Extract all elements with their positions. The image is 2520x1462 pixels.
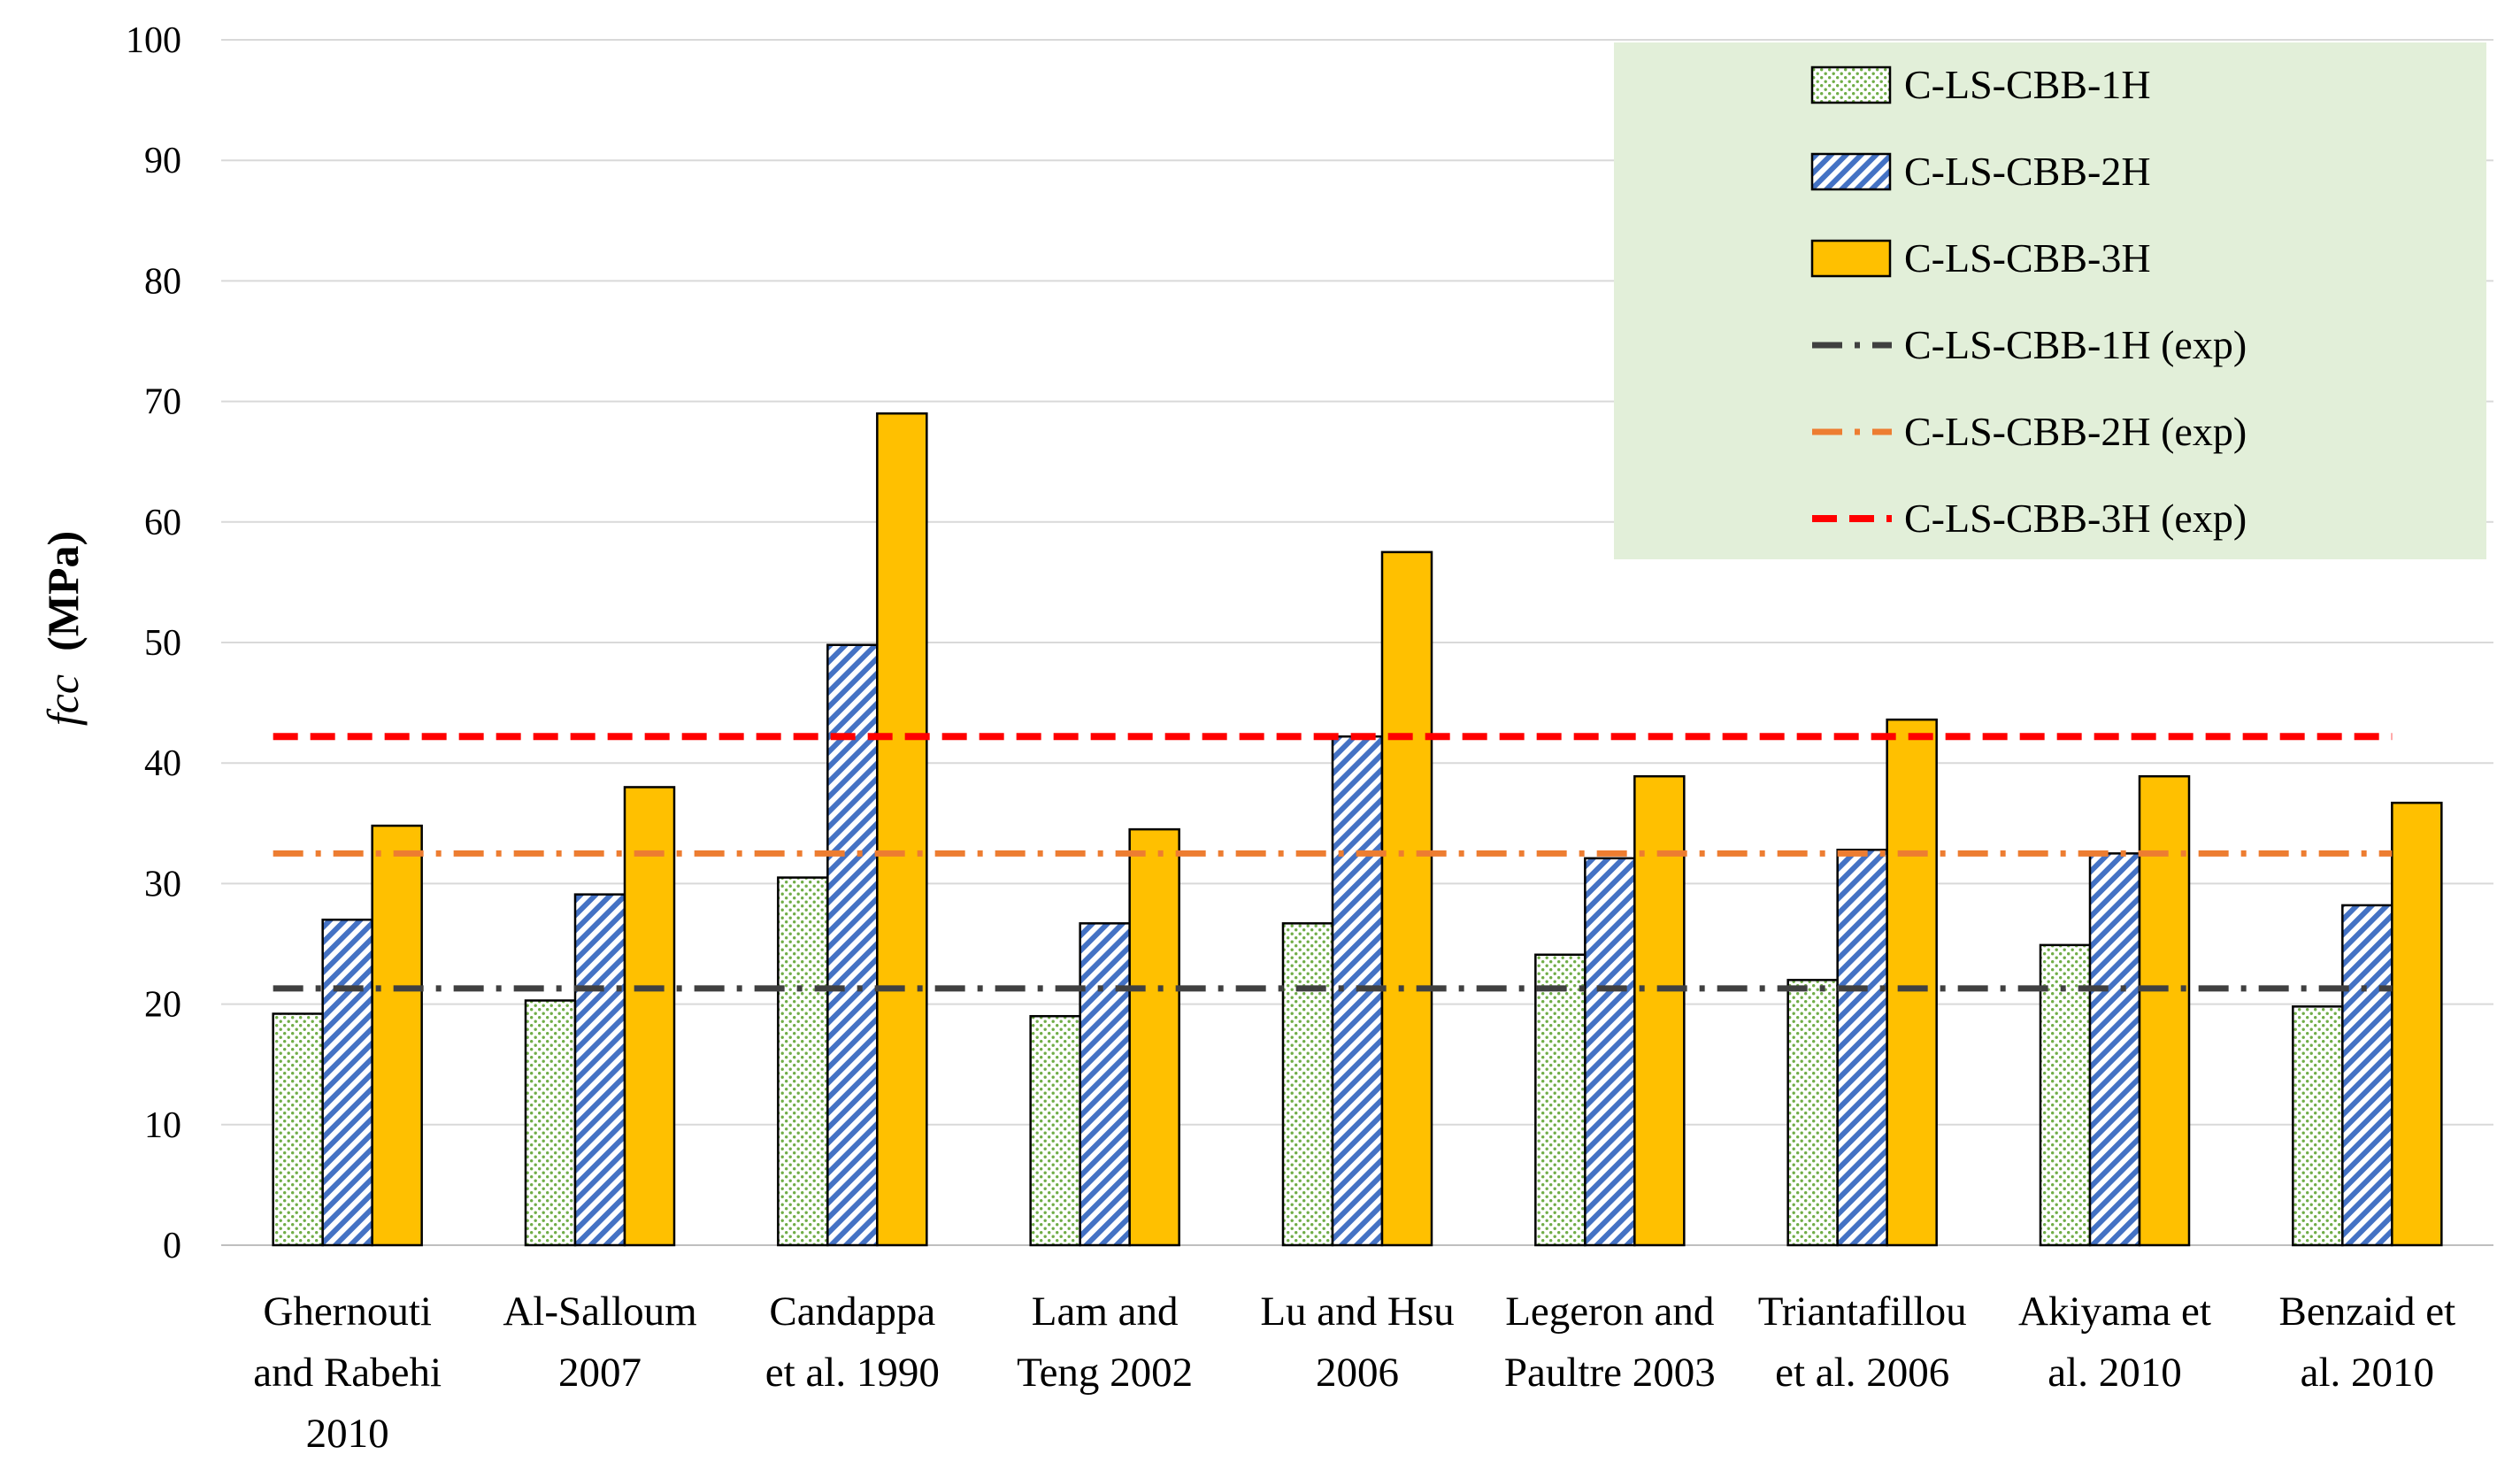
bar-c-ls-cbb-1h-6	[1786, 979, 1839, 1247]
legend-label-0: C-LS-CBB-1H	[1904, 62, 2151, 107]
y-tick-label-50: 50	[144, 623, 181, 664]
y-tick-label-90: 90	[144, 141, 181, 181]
bar-c-ls-cbb-2h-8	[2341, 904, 2393, 1247]
x-category-label-8-line-0: Benzaid et	[2278, 1289, 2455, 1335]
bar-c-ls-cbb-3h-2	[876, 412, 928, 1247]
bar-c-ls-cbb-1h-8	[2292, 1005, 2344, 1247]
y-tick-label-20: 20	[144, 985, 181, 1026]
x-category-label-0-line-0: Ghernouti	[263, 1289, 432, 1335]
bar-c-ls-cbb-3h-7	[2138, 774, 2191, 1247]
x-category-label-0-line-1: and Rabehi	[253, 1350, 442, 1396]
y-tick-label-60: 60	[144, 503, 181, 543]
bar-c-ls-cbb-1h-3	[1029, 1014, 1081, 1247]
bar-c-ls-cbb-3h-8	[2391, 801, 2443, 1247]
bar-c-ls-cbb-1h-2	[777, 876, 829, 1247]
bar-c-ls-cbb-2h-1	[573, 893, 626, 1247]
x-category-label-8-line-1: al. 2010	[2301, 1350, 2434, 1396]
legend-label-4: C-LS-CBB-2H (exp)	[1904, 409, 2247, 454]
y-tick-label-30: 30	[144, 864, 181, 904]
x-category-label-0-line-2: 2010	[306, 1411, 389, 1457]
y-tick-label-70: 70	[144, 382, 181, 423]
y-axis-title-symbol: fcc	[38, 674, 88, 726]
bar-c-ls-cbb-3h-1	[623, 786, 676, 1247]
x-category-label-6-line-0: Triantafillou	[1758, 1289, 1967, 1335]
x-category-label-7-line-0: Akiyama et	[2018, 1289, 2211, 1335]
y-tick-label-80: 80	[144, 261, 181, 302]
y-axis-title: fcc (MPa)	[38, 531, 88, 726]
bar-c-ls-cbb-3h-0	[371, 824, 423, 1247]
bar-c-ls-cbb-2h-6	[1836, 849, 1888, 1247]
x-axis-category-labels: Ghernouti and Rabehi 2010 Al-Salloum 2007 Can…	[253, 1289, 2455, 1457]
legend-label-5: C-LS-CBB-3H (exp)	[1904, 496, 2247, 541]
y-axis-ticks: 0 10 20 30 40 50 60 70 80 90 100	[126, 20, 181, 1266]
y-axis-title-unit: (MPa)	[38, 531, 88, 651]
x-category-label-5-line-1: Paultre 2003	[1504, 1350, 1716, 1396]
x-category-label-2-line-1: et al. 1990	[765, 1350, 940, 1396]
x-category-label-1-line-1: 2007	[558, 1350, 642, 1396]
x-category-label-5-line-0: Legeron and	[1505, 1289, 1714, 1335]
y-axis-title-text: fcc (MPa)	[38, 531, 88, 726]
x-category-label-6-line-1: et al. 2006	[1775, 1350, 1949, 1396]
bar-c-ls-cbb-2h-0	[321, 919, 373, 1247]
x-category-label-4-line-0: Lu and Hsu	[1260, 1289, 1454, 1335]
legend-label-1: C-LS-CBB-2H	[1904, 149, 2151, 194]
legend: C-LS-CBB-1H C-LS-CBB-2H C-LS-CBB-3H C-LS-CB…	[1614, 42, 2486, 559]
bar-c-ls-cbb-3h-3	[1128, 827, 1180, 1247]
bar-c-ls-cbb-1h-7	[2039, 943, 2092, 1247]
bar-c-ls-cbb-3h-4	[1380, 550, 1433, 1247]
y-tick-label-10: 10	[144, 1105, 181, 1146]
y-tick-label-40: 40	[144, 743, 181, 784]
y-tick-label-100: 100	[126, 20, 181, 61]
legend-label-2: C-LS-CBB-3H	[1904, 235, 2151, 281]
bars	[272, 412, 2443, 1247]
bar-c-ls-cbb-2h-7	[2088, 852, 2141, 1247]
x-category-label-1-line-0: Al-Salloum	[503, 1289, 696, 1335]
bar-c-ls-cbb-1h-0	[272, 1012, 324, 1247]
bar-c-ls-cbb-2h-3	[1079, 922, 1131, 1247]
legend-label-3: C-LS-CBB-1H (exp)	[1904, 322, 2247, 367]
bar-c-ls-cbb-3h-6	[1886, 718, 1938, 1247]
x-category-label-3-line-0: Lam and	[1032, 1289, 1179, 1335]
bar-c-ls-cbb-1h-1	[524, 999, 577, 1247]
x-category-label-3-line-1: Teng 2002	[1017, 1350, 1193, 1396]
bar-c-ls-cbb-1h-5	[1534, 953, 1587, 1247]
legend-swatch-c-ls-cbb-2h	[1810, 152, 1892, 191]
x-category-label-4-line-1: 2006	[1316, 1350, 1399, 1396]
legend-background	[1614, 42, 2486, 559]
bar-c-ls-cbb-3h-5	[1633, 774, 1686, 1247]
reference-lines	[273, 733, 2393, 992]
y-tick-label-0: 0	[163, 1226, 181, 1266]
legend-swatch-c-ls-cbb-3h	[1810, 239, 1892, 278]
legend-swatch-c-ls-cbb-1h	[1810, 65, 1892, 104]
x-category-label-2-line-0: Candappa	[769, 1289, 935, 1335]
x-category-label-7-line-1: al. 2010	[2048, 1350, 2181, 1396]
bar-c-ls-cbb-2h-5	[1584, 857, 1636, 1247]
bar-c-ls-cbb-1h-4	[1281, 922, 1334, 1247]
